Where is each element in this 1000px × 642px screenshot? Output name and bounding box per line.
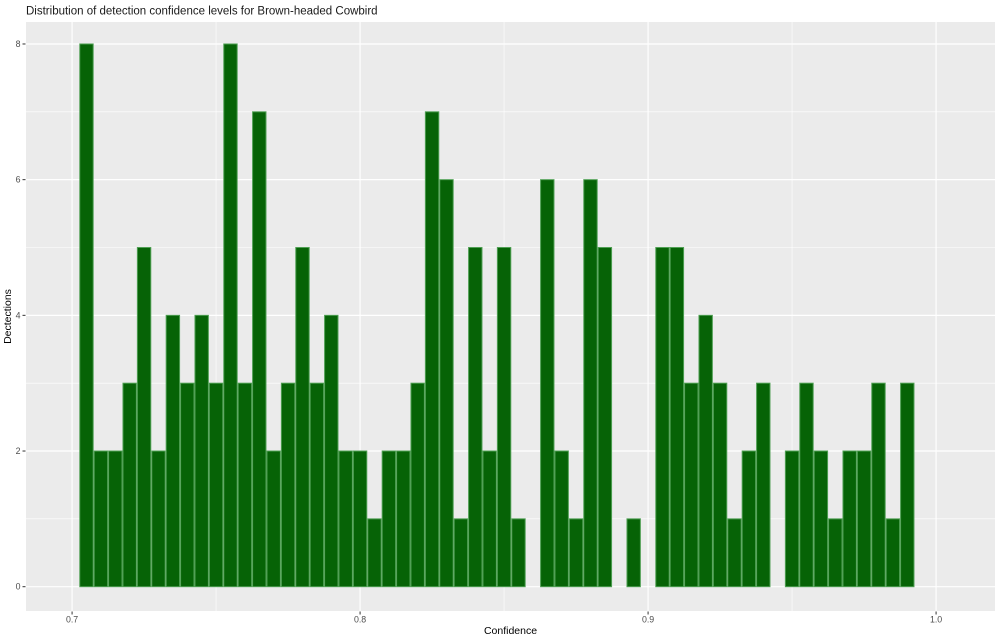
histogram-bar (381, 450, 397, 588)
x-tick-label: 0.8 (354, 615, 366, 625)
histogram-bar (712, 382, 728, 588)
histogram-bar (626, 518, 641, 588)
histogram-bar (871, 382, 886, 588)
bars-group (79, 43, 915, 588)
y-axis-title: Dectections (2, 289, 14, 344)
histogram-bar (468, 247, 483, 588)
histogram-bar (583, 179, 598, 588)
histogram-bar (367, 518, 382, 588)
histogram-bar (655, 247, 670, 588)
histogram-bar (813, 450, 829, 588)
histogram-bar (496, 247, 512, 588)
histogram-bar (266, 450, 281, 588)
chart-title: Distribution of detection confidence lev… (26, 6, 378, 18)
y-tick-label: 4 (16, 310, 21, 320)
histogram-bar (842, 450, 857, 588)
histogram-bar (136, 247, 152, 588)
histogram-bar (799, 382, 814, 588)
histogram-bar (900, 382, 915, 588)
histogram-bar (453, 518, 469, 588)
histogram-bar (568, 518, 584, 588)
axis-tick-marks (22, 43, 937, 615)
histogram-bar (338, 450, 353, 588)
histogram-bar (698, 314, 713, 588)
y-tick-label: 0 (16, 582, 21, 592)
histogram-bar (324, 314, 339, 588)
histogram-bar (540, 179, 555, 588)
histogram-bar (784, 450, 800, 588)
x-tick-label: 0.9 (642, 615, 654, 625)
x-tick-label: 1.0 (930, 615, 942, 625)
histogram-bar (554, 450, 569, 588)
histogram-bar (482, 450, 497, 588)
histogram-bar (669, 247, 685, 588)
histogram-bar (756, 382, 771, 588)
histogram-bar (684, 382, 699, 588)
histogram-bar (194, 314, 209, 588)
histogram-bar (410, 382, 425, 588)
histogram-bar (828, 518, 843, 588)
histogram-bar (352, 450, 368, 588)
x-tick-labels: 0.7 0.8 0.9 1.0 (66, 615, 942, 625)
x-tick-label: 0.7 (66, 615, 78, 625)
histogram-bar (122, 382, 137, 588)
y-tick-label: 2 (16, 446, 21, 456)
histogram-bar (93, 450, 109, 588)
histogram-bar (856, 450, 872, 588)
histogram-bar (252, 111, 267, 588)
histogram-bar (165, 314, 181, 588)
histogram-bar (79, 43, 94, 588)
histogram-bar (309, 382, 325, 588)
y-tick-labels: 0 2 4 6 8 (16, 39, 21, 592)
histogram-bar (396, 450, 411, 588)
histogram-bar (180, 382, 195, 588)
histogram-bar (741, 450, 757, 588)
histogram-bar (151, 450, 166, 588)
y-tick-label: 8 (16, 39, 21, 49)
x-axis-title: Confidence (484, 625, 537, 637)
histogram-bar (727, 518, 742, 588)
histogram-bar (237, 382, 253, 588)
histogram-bar (424, 111, 440, 588)
histogram-bar (597, 247, 613, 588)
histogram-bar (439, 179, 454, 588)
histogram-bar (208, 382, 224, 588)
histogram-bar (280, 382, 296, 588)
histogram-bar (108, 450, 123, 588)
histogram-bar (223, 43, 238, 588)
y-tick-label: 6 (16, 175, 21, 185)
histogram-bar (295, 247, 310, 588)
histogram-bar (885, 518, 901, 588)
histogram-bar (511, 518, 526, 588)
